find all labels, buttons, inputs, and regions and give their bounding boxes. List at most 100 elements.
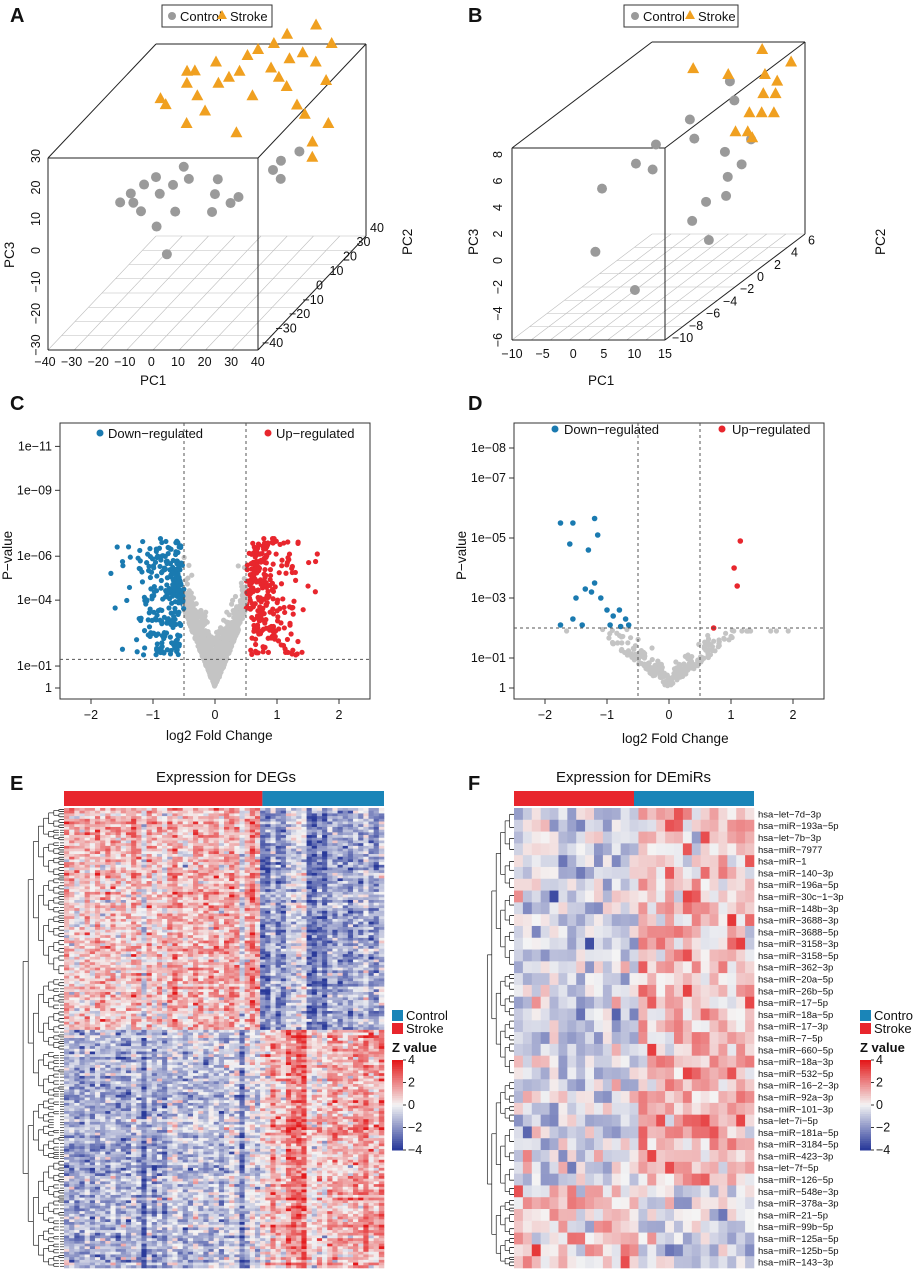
heat-cell [218,824,225,828]
heat-cell [306,810,313,814]
heat-cell [342,808,349,812]
panel-a-pc2-label: PC2 [400,229,415,255]
gene-point-up [270,561,276,567]
heat-cell [239,862,245,866]
heat-cell [100,889,106,893]
heat-cell [193,843,199,847]
heat-cell [337,900,344,904]
heat-cell [363,889,369,893]
heat-cell [156,886,163,890]
heat-cell [265,875,271,879]
heat-cell [239,881,245,885]
heat-cell [280,916,287,920]
heat-cell [229,875,235,879]
mirna-point [626,651,632,657]
heat-cell [208,821,214,825]
heat-cell [218,918,225,922]
heat-cell [280,832,287,836]
heat-cell [291,818,297,822]
heat-cell [234,837,240,841]
heat-cell [265,918,271,922]
heat-cell [125,851,132,855]
control-point [630,158,641,169]
heat-cell [280,818,287,822]
mirna-point-down [573,595,579,601]
heat-cell [342,824,349,828]
heat-cell [74,883,80,887]
heat-cell [64,856,70,860]
heat-cell [136,878,142,882]
heat-cell [332,832,338,836]
heat-cell [280,862,287,866]
stroke-point [241,49,254,61]
gene-point-up [270,606,276,612]
heat-cell [94,826,101,830]
heat-cell [105,810,111,814]
heat-cell [378,867,385,871]
heat-cell [105,856,111,860]
heat-cell [224,854,230,858]
heat-cell [316,891,323,895]
heat-cell [79,845,85,849]
heat-cell [306,854,313,858]
heat-cell [260,894,266,898]
heat-cell [208,870,214,874]
heat-cell [115,840,122,844]
heat-cell [151,891,158,895]
heat-cell [167,818,173,822]
heat-cell [105,875,111,879]
mirna-point-down [610,613,616,619]
heat-cell [162,905,168,909]
heat-cell [167,902,173,906]
heat-cell [347,824,354,828]
heat-cell [270,813,276,817]
gene-point-down [133,637,140,643]
heat-cell [224,837,230,841]
heat-cell [311,824,318,828]
heat-cell [172,845,178,849]
heat-cell [105,902,111,906]
heat-cell [378,835,385,839]
heat-cell [347,875,354,879]
heat-cell [208,832,214,836]
mirna-point-down [607,622,613,628]
heat-cell [187,856,194,860]
heat-cell [306,886,313,890]
heat-cell [172,851,178,855]
heat-cell [342,851,349,855]
gene-point-down [125,544,132,550]
heat-cell [198,913,204,917]
heat-cell [363,859,369,863]
heat-cell [342,862,349,866]
panel-b-3d-pca: Control Stroke −10 −5 0 5 10 15−6−4−202468−10… [466,4,888,388]
heat-cell [301,891,307,895]
heat-cell [110,832,116,836]
heat-cell [358,875,364,879]
heat-cell [177,878,184,882]
heat-cell [234,886,240,890]
heat-cell [347,916,354,920]
control-point [650,139,661,150]
heat-cell [141,810,147,814]
heat-cell [120,821,127,825]
heat-cell [353,891,359,895]
heat-cell [249,891,256,895]
heat-cell [280,826,287,830]
heat-cell [69,886,75,890]
heat-cell [136,862,142,866]
heat-cell [136,875,142,879]
heat-cell [69,900,75,904]
heat-cell [280,905,287,909]
heat-cell [311,864,318,868]
gene-point-down [119,646,126,652]
heat-cell [64,910,70,914]
heat-cell [136,821,142,825]
heat-cell [203,897,209,901]
heat-cell [270,816,276,820]
heat-cell [254,856,261,860]
heat-cell [280,821,287,825]
heat-cell [311,856,318,860]
gene-point-up [285,539,291,545]
gene-point-down [154,641,160,647]
heat-cell [110,913,116,917]
